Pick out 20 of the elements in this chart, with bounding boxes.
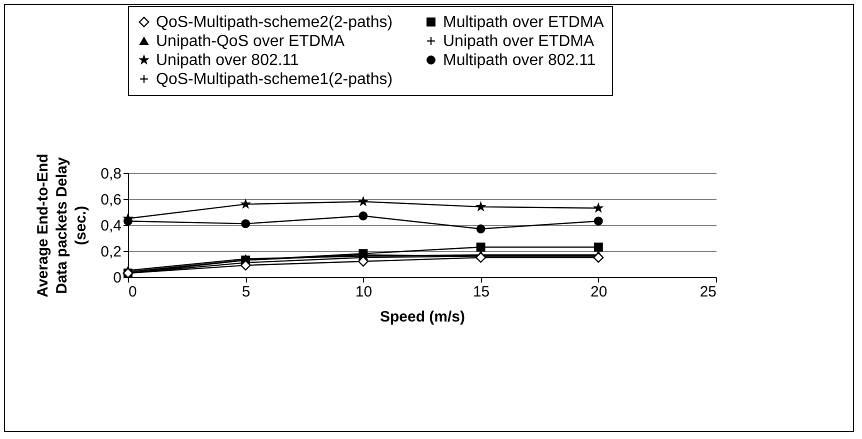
y-tick-label: 0,8 (100, 166, 122, 182)
legend-label: Unipath over ETDMA (443, 33, 594, 50)
x-axis-title: Speed (m/s) (380, 308, 466, 326)
x-tick-label: 0 (128, 284, 137, 300)
y-tick-label: 0,4 (100, 218, 122, 234)
y-tick-label: 0,2 (100, 244, 122, 260)
legend-label: Unipath-QoS over ETDMA (156, 33, 345, 50)
y-tick-label: 0 (113, 270, 122, 286)
legend-label: Unipath over 802.11 (156, 52, 300, 69)
x-tick-label: 20 (590, 284, 608, 300)
legend-label: QoS-Multipath-scheme2(2-paths) (156, 14, 393, 31)
legend-label: Multipath over ETDMA (443, 14, 604, 31)
x-tick-label: 15 (472, 284, 490, 300)
legend-label: Multipath over 802.11 (443, 52, 596, 69)
y-axis-title: Average End-to-End Data packets Delay (sec.) (34, 154, 90, 298)
x-tick-label: 10 (355, 284, 372, 300)
x-tick-label: 25 (700, 284, 716, 300)
y-tick-label: 0,6 (100, 192, 122, 208)
legend-label: QoS-Multipath-scheme1(2-paths) (156, 71, 393, 88)
x-tick-label: 5 (242, 284, 250, 300)
